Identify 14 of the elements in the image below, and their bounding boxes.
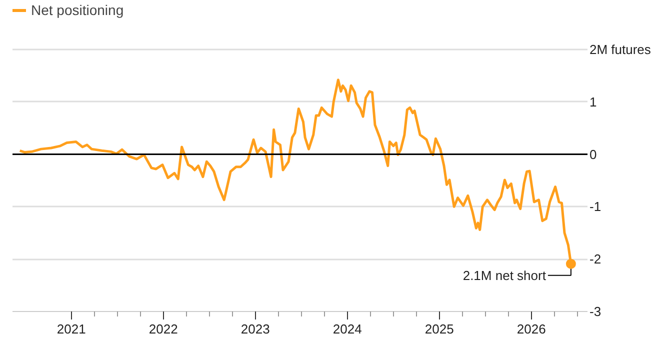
- y-tick-label: 1: [590, 94, 597, 110]
- legend-label: Net positioning: [31, 2, 124, 18]
- x-tick-label: 2023: [240, 322, 270, 336]
- y-tick-label: 0: [590, 146, 597, 162]
- y-tick-label: -3: [590, 304, 602, 319]
- y-tick-label: -1: [590, 199, 602, 214]
- x-tick-label: 2024: [332, 322, 362, 336]
- x-tick-label: 2026: [516, 322, 546, 336]
- x-tick-label: 2025: [424, 322, 454, 336]
- x-tick-label: 2021: [56, 322, 86, 336]
- y-tick-label: 2M futures: [590, 42, 652, 57]
- y-tick-label: -2: [590, 252, 602, 267]
- annotation: 2.1M net short: [462, 268, 546, 283]
- x-tick-label: 2022: [148, 322, 178, 336]
